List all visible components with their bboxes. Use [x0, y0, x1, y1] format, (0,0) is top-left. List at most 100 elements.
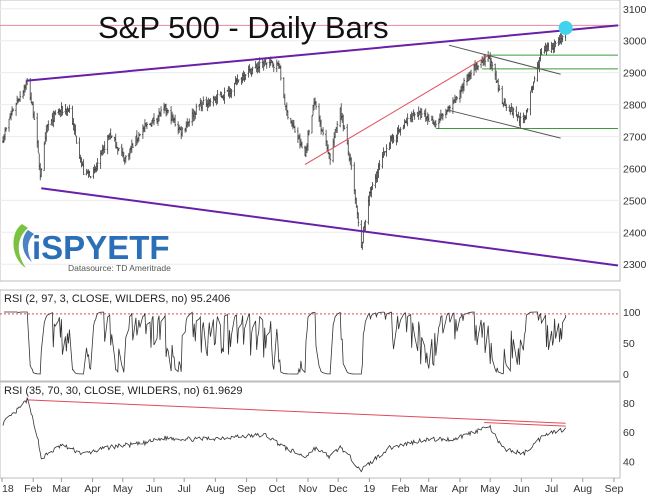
ohlc-bar: [11, 106, 14, 116]
ohlc-bar: [85, 169, 88, 176]
ohlc-bar: [329, 153, 332, 165]
ohlc-bar: [15, 102, 18, 116]
rsi35-y-tick-label: 60: [623, 427, 635, 439]
ohlc-bar: [279, 65, 282, 81]
channel-lower-line: [448, 109, 561, 139]
ohlc-bar: [195, 103, 198, 115]
ohlc-bar: [399, 127, 402, 136]
chart-title: S&P 500 - Daily Bars: [98, 10, 389, 45]
ohlc-bar: [230, 88, 233, 99]
ohlc-bar: [413, 112, 416, 120]
rsi35-line: [2, 397, 567, 473]
channel-upper-line: [448, 44, 561, 75]
ohlc-bar: [137, 132, 140, 142]
ohlc-bar: [392, 134, 395, 143]
ohlc-bar: [216, 89, 219, 104]
price-y-tick-label: 3000: [623, 36, 647, 48]
ohlc-bar: [540, 48, 543, 55]
lower-purple-trendline: [41, 187, 619, 267]
x-tick-label: 19: [364, 483, 376, 495]
ohlc-bar: [174, 114, 177, 127]
x-axis: 18 Feb Mar Apr May Jun Jul Aug Sep Oct Nov Dec 19 Feb…: [1, 478, 623, 495]
x-tick-label: Apr: [452, 483, 469, 495]
ohlc-bar: [61, 105, 64, 116]
ohlc-bar: [5, 127, 8, 132]
ohlc-bar: [427, 114, 430, 122]
rsi2-panel-label: RSI (2, 97, 3, CLOSE, WILDERS, no) 95.24…: [4, 293, 230, 305]
ohlc-bar: [357, 212, 360, 227]
ohlc-bar: [82, 159, 85, 176]
ohlc-bar: [526, 108, 529, 113]
ohlc-bar: [315, 101, 318, 110]
ohlc-bar: [336, 121, 339, 133]
x-tick-label: Sep: [237, 483, 256, 495]
x-tick-label: Jul: [177, 483, 190, 495]
ohlc-bar: [258, 57, 261, 74]
ohlc-bar: [343, 125, 346, 130]
rsi35-plot: [2, 397, 567, 473]
x-tick-label: May: [113, 483, 134, 495]
price-y-tick-label: 3100: [623, 4, 647, 16]
price-y-tick-label: 2700: [623, 132, 647, 144]
ohlc-bar: [272, 63, 275, 73]
ohlc-bar: [490, 57, 493, 69]
ohlc-bar: [553, 39, 556, 53]
ohlc-bar: [68, 104, 71, 113]
x-tick-label: 18: [2, 483, 14, 495]
x-tick-label: Mar: [420, 483, 439, 495]
rsi2-line: [4, 311, 567, 375]
price-y-tick-label: 2400: [623, 227, 647, 239]
ohlc-bar: [441, 113, 444, 121]
x-tick-label: May: [480, 483, 501, 495]
ohlc-bar: [448, 105, 451, 113]
highlight-marker: [558, 20, 573, 35]
ohlc-bar: [89, 176, 92, 179]
rsi35-y-tick-label: 40: [623, 456, 635, 468]
x-tick-label: Apr: [84, 483, 101, 495]
ohlc-bar: [420, 108, 423, 118]
ohlc-bar: [554, 41, 557, 48]
ohlc-bar: [459, 86, 462, 99]
ohlc-bar: [347, 139, 350, 156]
ohlc-bar: [75, 136, 78, 144]
ohlc-bar: [561, 35, 564, 43]
ispyetf-logo: iSPYETF Datasource: TD Ameritrade: [13, 224, 171, 273]
rsi2-y-tick-label: 0: [623, 369, 629, 381]
ohlc-bar: [385, 144, 388, 157]
ohlc-bar: [223, 87, 226, 104]
ohlc-bar: [181, 126, 184, 137]
price-y-tick-label: 2900: [623, 68, 647, 80]
x-tick-label: Aug: [573, 483, 592, 495]
x-tick-label: Dec: [329, 483, 348, 495]
price-y-tick-label: 2800: [623, 100, 647, 112]
ohlc-bar: [300, 141, 303, 149]
ohlc-bar: [202, 96, 205, 105]
ohlc-bar: [145, 121, 148, 129]
ohlc-bar: [19, 91, 22, 102]
ohlc-bar: [124, 155, 127, 163]
ohlc-bar: [160, 106, 163, 117]
ohlc-bar: [103, 141, 106, 153]
ohlc-bar: [463, 77, 465, 92]
ohlc-bar: [117, 147, 120, 152]
ohlc-bar: [138, 134, 141, 136]
ohlc-bar: [54, 110, 57, 116]
ohlc-bar: [322, 127, 325, 136]
x-tick-label: Nov: [299, 483, 318, 495]
ohlc-bar: [244, 74, 247, 81]
ohlc-bar: [209, 98, 212, 107]
ohlc-bar: [547, 42, 550, 51]
ohlc-bar: [512, 107, 515, 119]
ohlc-bar: [371, 181, 374, 190]
ohlc-bar: [37, 140, 40, 153]
ohlc-bar: [519, 112, 522, 128]
rsi2-y-tick-label: 100: [623, 307, 641, 319]
ohlc-bar: [498, 84, 501, 91]
red-support-trendline: [304, 54, 490, 166]
rsi35-y-tick-label: 80: [623, 398, 635, 410]
ohlc-bar: [505, 103, 508, 111]
ohlc-bar: [188, 118, 191, 127]
rsi35-y-axis: 40 60 80: [623, 398, 635, 469]
rsi35-panel-frame: [0, 381, 621, 479]
price-y-tick-label: 2500: [623, 195, 647, 207]
